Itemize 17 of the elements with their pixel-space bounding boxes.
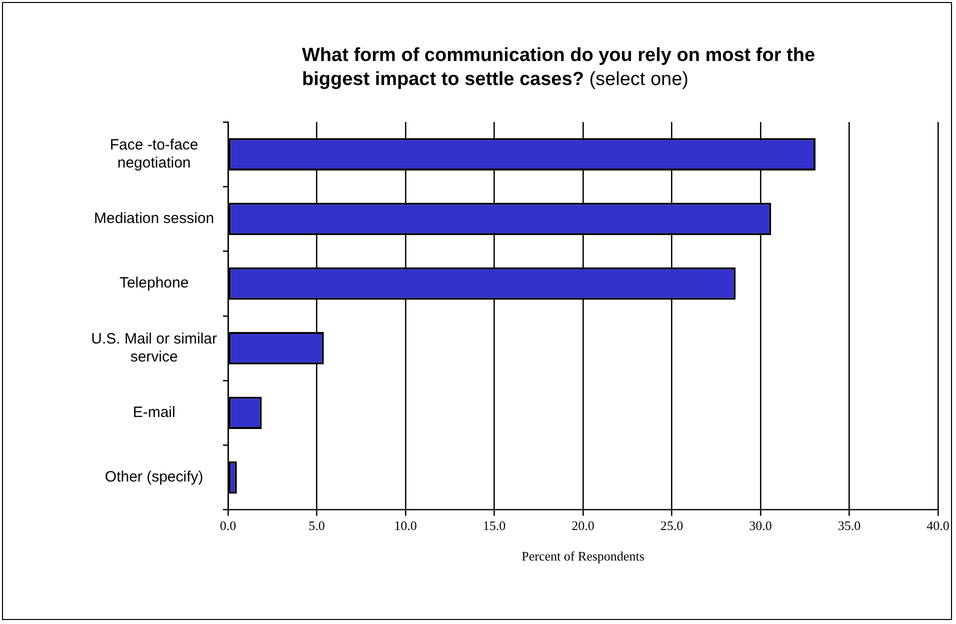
y-tick-label: U.S. Mail or similar service	[91, 330, 218, 366]
y-tick-label: Other (specify)	[104, 468, 204, 486]
y-tick-label: Telephone	[119, 274, 189, 292]
x-tick-label: 15.0	[482, 518, 506, 534]
x-tick-label: 20.0	[572, 518, 594, 534]
x-tick-label: 40.0	[926, 518, 950, 534]
x-tick-label: 30.0	[749, 518, 772, 534]
y-tick-label: E-mail	[132, 404, 176, 421]
x-tick-label: 0.0	[220, 518, 236, 534]
x-tick-label: 10.0	[394, 518, 417, 534]
x-tick-label: 35.0	[838, 518, 861, 534]
x-tick-label: 25.0	[660, 518, 684, 534]
x-axis-title: Percent of Respondents	[522, 548, 644, 564]
chart-subtitle: (select one)	[589, 69, 688, 90]
y-tick-label: Face -to-face negotiation	[110, 136, 198, 172]
x-tick-label: 5.0	[308, 518, 325, 534]
y-tick-label: Mediation session	[94, 210, 214, 228]
